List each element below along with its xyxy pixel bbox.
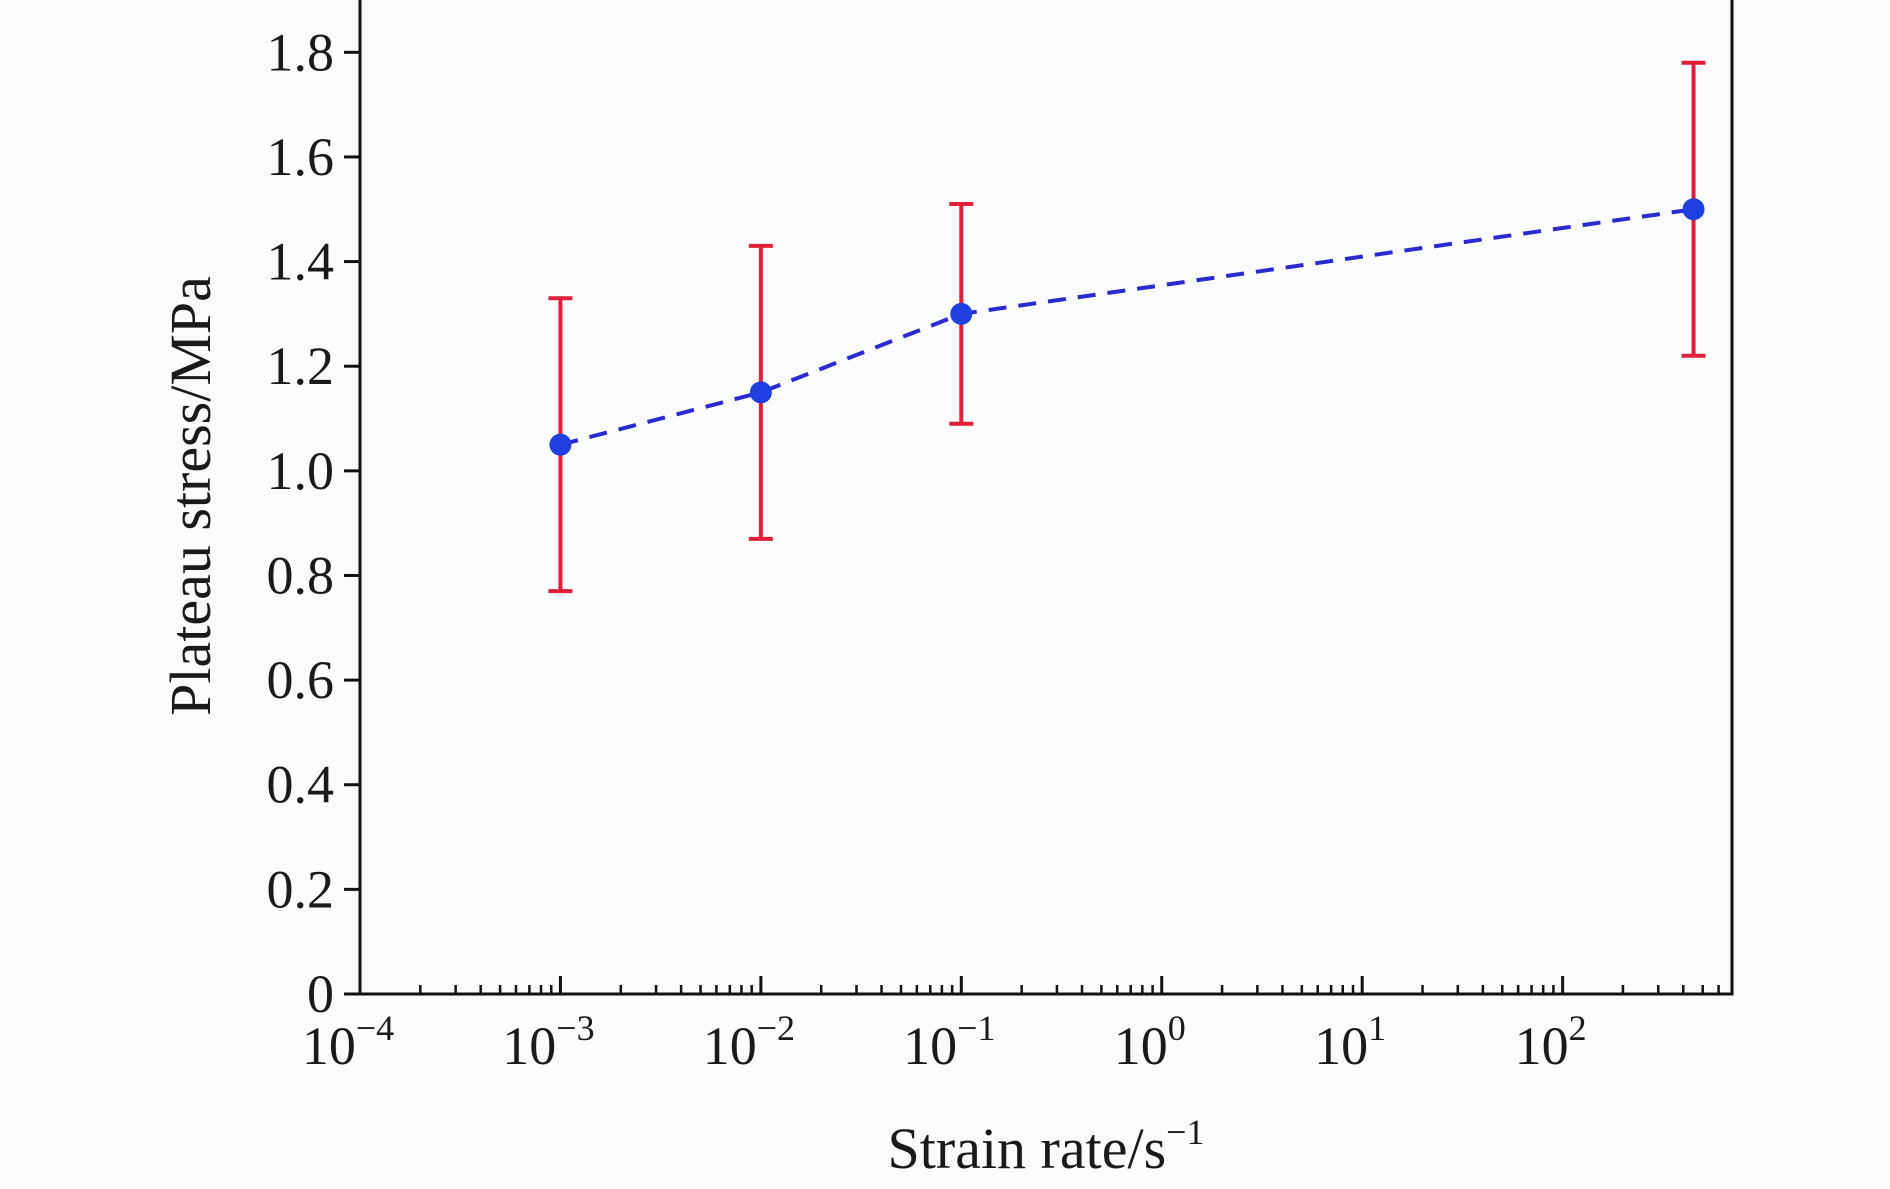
data-point [950, 302, 973, 325]
x-tick-label: 101 [1314, 1008, 1386, 1076]
y-tick-label: 0 [307, 964, 334, 1024]
x-axis-label-text: Strain rate/s [888, 1116, 1167, 1181]
x-tick-label: 10−3 [502, 1008, 594, 1076]
x-tick-label-base: 10 [1114, 1016, 1168, 1076]
data-point [749, 381, 772, 404]
x-tick-label-exponent: −2 [757, 1008, 795, 1048]
y-tick-label: 0.4 [267, 755, 335, 815]
x-tick-label-base: 10 [502, 1016, 556, 1076]
x-tick-label-base: 10 [703, 1016, 757, 1076]
x-tick-label-exponent: −4 [356, 1008, 394, 1048]
x-tick-label-exponent: 0 [1168, 1008, 1186, 1048]
x-axis-label: Strain rate/s−1 [888, 1112, 1205, 1181]
plot-frame [358, 0, 1734, 996]
x-tick-label-base: 10 [903, 1016, 957, 1076]
x-tick-label-exponent: 1 [1368, 1008, 1386, 1048]
x-tick-label: 10−4 [302, 1008, 394, 1076]
y-tick-label: 1.6 [267, 127, 335, 187]
x-tick-label-base: 10 [1515, 1016, 1569, 1076]
x-axis-label-superscript: −1 [1166, 1112, 1204, 1152]
data-point [549, 433, 572, 456]
x-tick-label-base: 10 [302, 1016, 356, 1076]
y-tick-label: 1.2 [267, 336, 335, 396]
x-tick-label: 10−1 [903, 1008, 995, 1076]
data-point [1682, 198, 1705, 221]
y-tick-label: 1.4 [267, 232, 335, 292]
series-line [559, 207, 1694, 447]
y-tick-label: 1.0 [267, 441, 335, 501]
x-tick-label-exponent: 2 [1569, 1008, 1587, 1048]
y-tick-label: 0.8 [267, 545, 335, 605]
x-tick-label: 10−2 [703, 1008, 795, 1076]
x-tick-label-exponent: −3 [556, 1008, 594, 1048]
ticks-group: 00.20.40.60.81.01.21.41.61.810−4 10−3 10−2… [267, 22, 1720, 1076]
x-tick-label-exponent: −1 [957, 1008, 995, 1048]
y-axis-label: Plateau stress/MPa [158, 276, 223, 716]
x-tick-label-base: 10 [1314, 1016, 1368, 1076]
series-group [548, 60, 1706, 594]
y-tick-label: 0.2 [267, 859, 335, 919]
x-tick-label: 102 [1515, 1008, 1587, 1076]
y-tick-label: 0.6 [267, 650, 335, 710]
x-tick-label: 100 [1114, 1008, 1186, 1076]
y-tick-label: 1.8 [267, 22, 335, 82]
axes-group [358, 0, 1734, 996]
